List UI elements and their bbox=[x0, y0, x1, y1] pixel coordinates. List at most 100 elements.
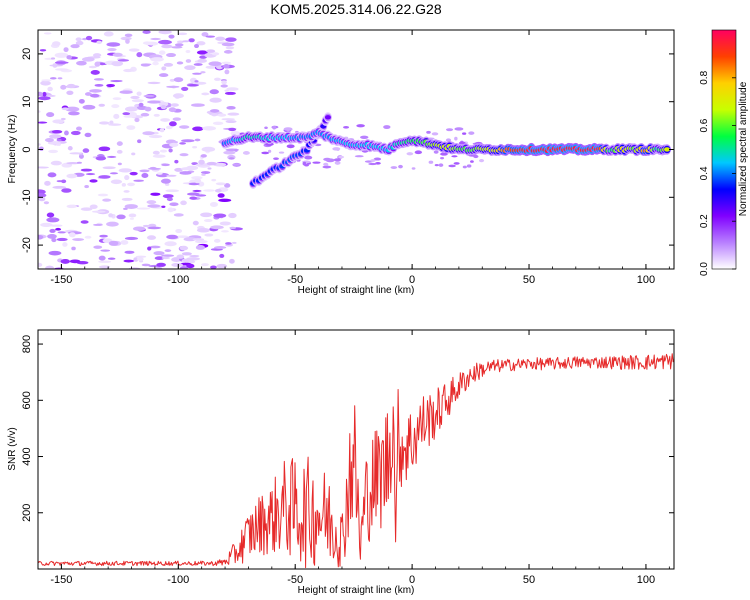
spectrogram-cell bbox=[161, 205, 166, 208]
spectrogram-cell bbox=[227, 112, 240, 116]
spectrogram-cell bbox=[98, 175, 111, 179]
spectrogram-cell bbox=[147, 100, 161, 104]
spectrogram-cell bbox=[228, 127, 237, 132]
spectrogram-cell bbox=[354, 155, 364, 158]
spectrogram-cell bbox=[179, 153, 189, 157]
spectrogram-cell bbox=[267, 149, 272, 153]
spectrogram-cell bbox=[370, 159, 376, 162]
spectrogram-cell bbox=[148, 134, 163, 139]
spectrogram-cell bbox=[66, 204, 78, 209]
spectrogram-cell bbox=[194, 43, 199, 49]
spectrogram-cell bbox=[191, 176, 203, 180]
snr-frame bbox=[37, 329, 675, 570]
spectrogram-cell bbox=[142, 224, 150, 228]
spectrogram-cell bbox=[133, 179, 144, 182]
spectrogram-cell bbox=[158, 30, 172, 35]
spectrogram-cell bbox=[283, 127, 293, 131]
spectrogram-cell bbox=[72, 238, 85, 241]
spectrogram-cell bbox=[168, 107, 177, 113]
spectrogram-cell bbox=[198, 159, 205, 165]
spectrogram-cell bbox=[50, 57, 56, 60]
spectrogram-cell bbox=[121, 197, 133, 201]
spectrogram-cell bbox=[334, 160, 341, 165]
spectrogram-cell bbox=[204, 233, 214, 237]
spectrogram-cell bbox=[146, 235, 157, 240]
spectrogram-cell bbox=[55, 68, 69, 71]
spectrogram-cell bbox=[96, 40, 102, 45]
spectrogram-y-tick-label: 10 bbox=[21, 96, 33, 108]
spectrogram-cell bbox=[210, 265, 217, 269]
spectrogram-cell bbox=[343, 126, 350, 129]
spectrogram-cell bbox=[150, 57, 164, 62]
spectrogram-cell bbox=[220, 84, 228, 88]
spectrogram-cell bbox=[134, 117, 140, 123]
spectrogram-cell bbox=[165, 189, 180, 193]
spectrogram-cell bbox=[106, 83, 116, 88]
snr-x-ticks: -150 -100 -50 0 50 100 bbox=[37, 330, 670, 586]
spectrogram-cell bbox=[160, 178, 171, 184]
spectrogram-cell bbox=[174, 159, 179, 164]
spectrogram-cell bbox=[176, 40, 184, 44]
spectrogram-cell bbox=[187, 192, 200, 196]
colorbar-ticks: 0.0 0.2 0.4 0.6 0.8 bbox=[699, 70, 736, 276]
spectrogram-cell bbox=[38, 166, 49, 169]
spectrogram-cell bbox=[124, 174, 130, 181]
spectrogram-cell bbox=[158, 50, 166, 55]
spectrogram-cell bbox=[470, 160, 474, 163]
spectrogram-cell bbox=[161, 254, 175, 257]
spectrogram-y-ticks: -20 -10 0 10 20 bbox=[21, 48, 674, 253]
spectrogram-cell bbox=[225, 120, 237, 124]
spectrogram-cell bbox=[84, 132, 92, 138]
spectrogram-cell bbox=[176, 61, 184, 65]
spectrogram-cell bbox=[166, 234, 178, 240]
spectrogram-cell bbox=[179, 266, 188, 269]
colorbar-label: Normalized spectral amplitude bbox=[738, 81, 749, 216]
spectrogram-y-tick-label: -10 bbox=[21, 189, 33, 205]
spectrogram-cell bbox=[221, 80, 227, 85]
spectrogram-cell bbox=[65, 106, 80, 112]
spectrogram-cell bbox=[100, 249, 111, 252]
spectrogram-cell bbox=[108, 123, 122, 126]
spectrogram-cell bbox=[127, 182, 135, 187]
spectrogram-cell bbox=[207, 167, 212, 170]
spectrogram-cell bbox=[169, 121, 177, 127]
spectrogram-cell bbox=[140, 112, 150, 117]
spectrogram-cell bbox=[217, 193, 225, 198]
spectrogram-cell bbox=[117, 59, 130, 62]
spectrogram-cell bbox=[414, 150, 423, 155]
spectrogram-cell bbox=[221, 42, 235, 47]
spectrogram-cell bbox=[428, 160, 434, 164]
spectrogram-cell bbox=[200, 171, 211, 174]
spectrogram-cell bbox=[323, 162, 329, 166]
spectrogram-cell bbox=[161, 66, 167, 71]
spectrogram-cell bbox=[70, 44, 80, 49]
spectrogram-cell bbox=[106, 155, 117, 158]
spectrogram-cell bbox=[54, 61, 69, 64]
snr-x-tick-label: 100 bbox=[637, 574, 655, 586]
spectrogram-cell bbox=[82, 104, 96, 110]
spectrogram-cell bbox=[169, 78, 175, 82]
spectrogram-cell bbox=[209, 109, 220, 113]
snr-series-line bbox=[38, 353, 674, 569]
spectrogram-cell bbox=[85, 35, 93, 41]
spectrogram-cell bbox=[192, 72, 202, 75]
spectrogram-cell bbox=[125, 38, 130, 44]
spectrogram-cell bbox=[192, 146, 198, 149]
spectrogram-y-tick-label: 20 bbox=[21, 48, 33, 60]
spectrogram-cell bbox=[431, 132, 439, 136]
colorbar-fill bbox=[711, 29, 737, 270]
spectrogram-cell bbox=[102, 166, 116, 170]
spectrogram-cell bbox=[47, 234, 57, 239]
spectrogram-cell bbox=[215, 182, 226, 186]
spectrogram-cell bbox=[171, 262, 183, 267]
spectrogram-cell bbox=[196, 228, 211, 233]
spectrogram-cell bbox=[66, 83, 76, 89]
spectrogram-cell bbox=[142, 131, 155, 136]
spectrogram-cell bbox=[225, 46, 235, 50]
colorbar-tick-label: 0.4 bbox=[699, 166, 710, 180]
spectrogram-cell bbox=[67, 146, 73, 151]
spectrogram-cell bbox=[451, 155, 458, 158]
spectrogram-cell bbox=[159, 128, 165, 133]
spectrogram-cell bbox=[106, 42, 121, 47]
